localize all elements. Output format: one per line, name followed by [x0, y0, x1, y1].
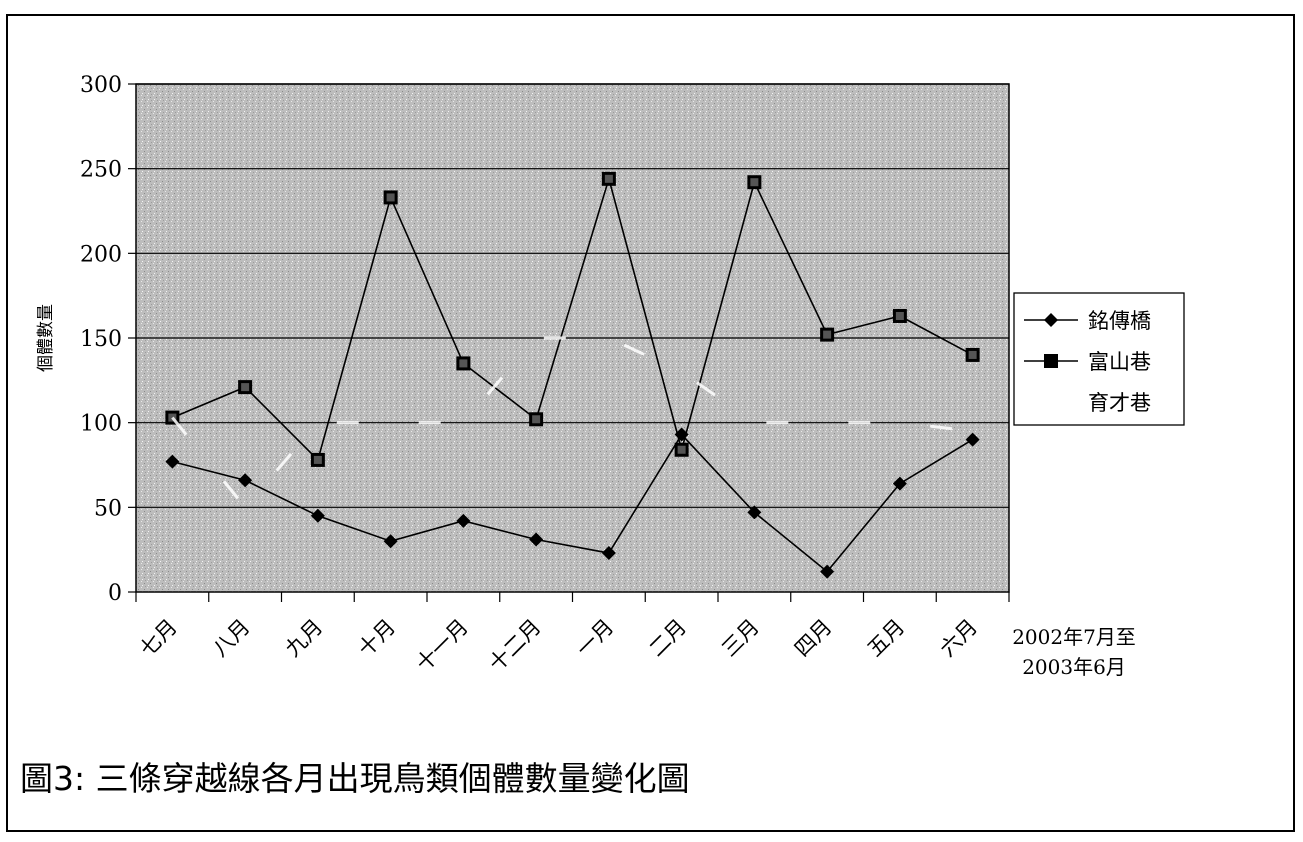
- line-chart: 0 50 100 150 200 250 300 七月 八月 九月 十月 十一月 十二月 一月 二月 三月 四月…: [20, 73, 1185, 798]
- data-point-square-inner: [459, 359, 468, 368]
- x-tick-label: 九月: [281, 615, 328, 662]
- data-point-square-inner: [386, 193, 395, 202]
- x-tick-label: 六月: [935, 615, 982, 662]
- data-point-square-inner: [823, 330, 832, 339]
- y-tick-label: 50: [94, 496, 122, 521]
- x-tick-label: 五月: [863, 615, 910, 662]
- y-tick-label: 200: [80, 242, 122, 267]
- date-range-note: 2003年6月: [1022, 655, 1126, 679]
- data-point-square-inner: [604, 174, 613, 183]
- figure-caption: 圖3: 三條穿越線各月出現鳥類個體數量變化圖: [20, 759, 690, 798]
- y-tick-label: 300: [80, 73, 122, 98]
- legend-label: 銘傳橋: [1088, 309, 1151, 333]
- data-point-diamond: [529, 532, 544, 547]
- y-tick-label: 150: [80, 327, 122, 352]
- x-tick-label: 八月: [208, 615, 255, 662]
- data-point-diamond: [383, 534, 398, 549]
- data-point-square-inner: [677, 445, 686, 454]
- data-point-diamond: [965, 432, 980, 447]
- data-point-diamond: [310, 508, 325, 523]
- y-tick-label: 0: [108, 581, 122, 606]
- data-point-diamond: [238, 473, 253, 488]
- data-point-diamond: [892, 476, 907, 491]
- x-tick-label: 三月: [717, 615, 764, 662]
- date-range-note: 2002年7月至: [1012, 625, 1136, 649]
- legend-marker-square: [1044, 354, 1058, 368]
- legend-label: 富山巷: [1088, 350, 1151, 374]
- legend-label: 育才巷: [1088, 391, 1151, 415]
- x-tick-label: 四月: [790, 615, 837, 662]
- data-point-diamond: [165, 454, 180, 469]
- chart-frame: 0 50 100 150 200 250 300 七月 八月 九月 十月 十一月 十二月 一月 二月 三月 四月…: [6, 14, 1295, 832]
- data-point-diamond: [456, 513, 471, 528]
- data-point-square-inner: [968, 350, 977, 359]
- data-point-square-inner: [532, 415, 541, 424]
- legend-marker-diamond: [1044, 313, 1058, 327]
- y-tick-label: 250: [80, 158, 122, 183]
- x-tick-label: 七月: [135, 615, 182, 662]
- data-point-square-inner: [750, 178, 759, 187]
- y-tick-label: 100: [80, 412, 122, 437]
- x-tick-label: 十一月: [411, 615, 473, 677]
- x-tick-label: 十月: [353, 615, 400, 662]
- data-point-diamond: [820, 564, 835, 579]
- data-point-diamond: [601, 546, 616, 561]
- legend-box: [1013, 292, 1185, 426]
- y-axis-label: 個體數量: [36, 304, 56, 372]
- series-line-2: [172, 175, 974, 462]
- series-line-1: [172, 433, 974, 573]
- data-point-square-inner: [313, 455, 322, 464]
- data-point-diamond: [747, 505, 762, 520]
- x-tick-label: 一月: [572, 615, 619, 662]
- data-point-square-inner: [241, 383, 250, 392]
- x-tick-label: 二月: [644, 615, 691, 662]
- data-point-square-inner: [895, 311, 904, 320]
- x-tick-label: 十二月: [484, 615, 546, 677]
